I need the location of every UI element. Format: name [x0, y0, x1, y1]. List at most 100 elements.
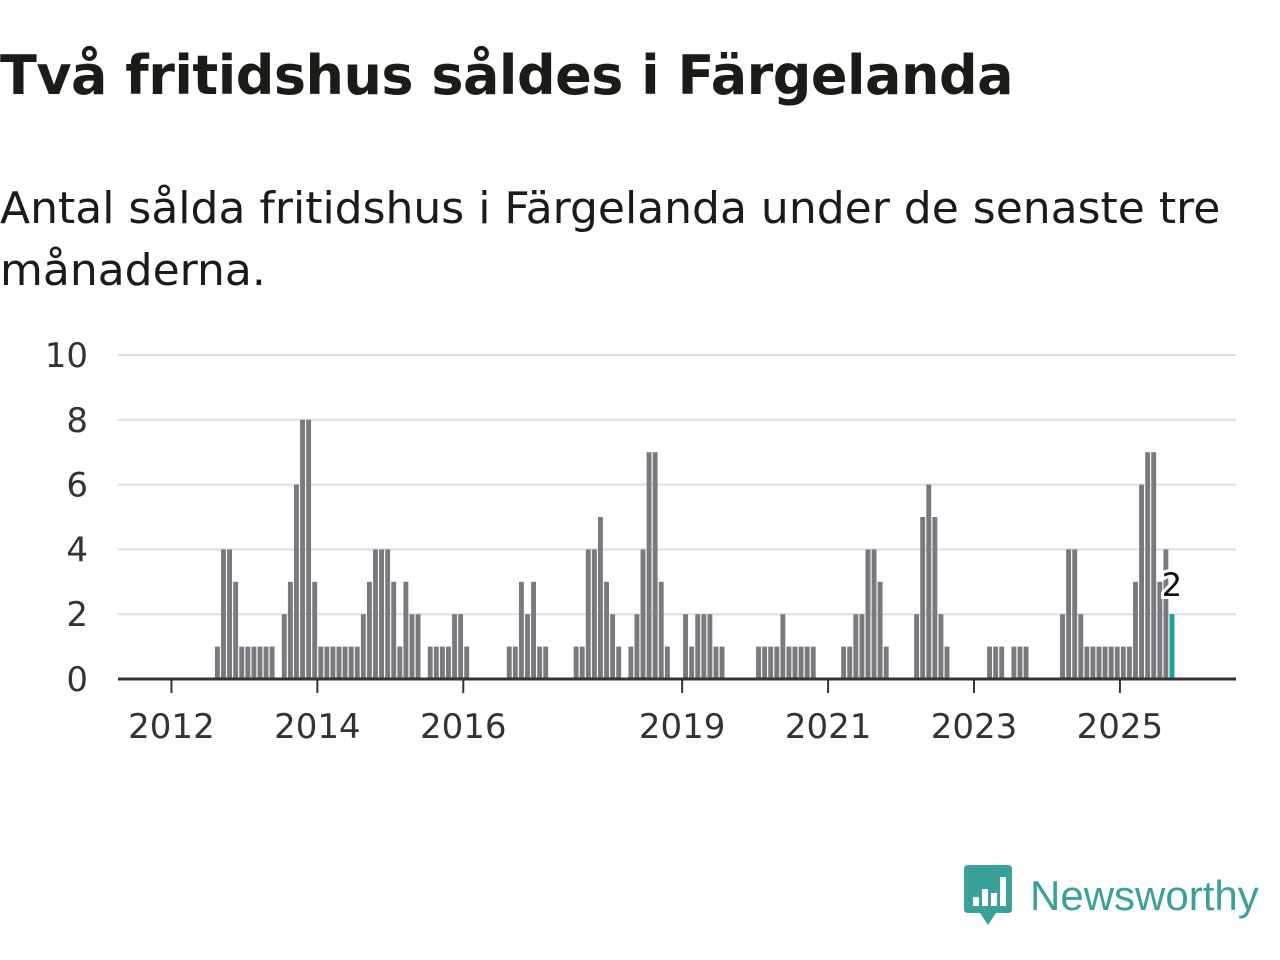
- bar: [616, 646, 622, 679]
- bar: [1072, 549, 1078, 679]
- bar: [312, 581, 318, 679]
- bar: [324, 646, 330, 679]
- bar: [634, 614, 640, 679]
- bar: [1145, 452, 1151, 679]
- bar: [573, 646, 579, 679]
- bar: [330, 646, 336, 679]
- bar: [512, 646, 518, 679]
- x-tick-label: 2023: [931, 707, 1018, 747]
- bar: [1096, 646, 1102, 679]
- y-tick-label: 2: [66, 595, 88, 635]
- bar: [281, 614, 287, 679]
- bar: [926, 484, 932, 679]
- bar: [245, 646, 251, 679]
- bar: [415, 614, 421, 679]
- y-tick-label: 6: [66, 466, 88, 506]
- bar: [433, 646, 439, 679]
- bar: [780, 614, 786, 679]
- bar: [1102, 646, 1108, 679]
- bar: [658, 581, 664, 679]
- chart-subtitle: Antal sålda fritidshus i Färgelanda unde…: [0, 183, 1221, 296]
- bar: [336, 646, 342, 679]
- bar: [537, 646, 543, 679]
- bar: [713, 646, 719, 679]
- bar: [439, 646, 445, 679]
- bar: [1157, 581, 1163, 679]
- bar: [427, 646, 433, 679]
- bar: [318, 646, 324, 679]
- bar: [227, 549, 233, 679]
- bar: [391, 581, 397, 679]
- bar: [1084, 646, 1090, 679]
- bar: [397, 646, 403, 679]
- bar: [1139, 484, 1145, 679]
- bar: [920, 517, 926, 679]
- bar: [373, 549, 378, 679]
- bar-highlight: [1169, 614, 1175, 679]
- bar: [1023, 646, 1029, 679]
- bar: [701, 614, 707, 679]
- bar: [409, 614, 415, 679]
- bar: [257, 646, 263, 679]
- bar: [1060, 614, 1065, 679]
- bar: [683, 614, 689, 679]
- bar: [591, 549, 597, 679]
- brand-name: Newsworthy: [1030, 872, 1259, 919]
- bar: [987, 646, 993, 679]
- bar: [689, 646, 695, 679]
- bar: [1120, 646, 1126, 679]
- bar: [269, 646, 275, 679]
- bar: [804, 646, 810, 679]
- bar: [531, 581, 537, 679]
- bar: [366, 581, 372, 679]
- bar: [1011, 646, 1017, 679]
- bar: [360, 614, 366, 679]
- bar: [379, 549, 385, 679]
- bar: [847, 646, 853, 679]
- bar: [610, 614, 616, 679]
- bar: [403, 581, 409, 679]
- bar: [263, 646, 269, 679]
- bar: [1126, 646, 1132, 679]
- bar: [1078, 614, 1084, 679]
- y-tick-label: 10: [45, 336, 88, 376]
- bar: [707, 614, 713, 679]
- bar: [598, 517, 603, 679]
- bar: [719, 646, 725, 679]
- bar: [306, 419, 312, 679]
- chart-title: Två fritidshus såldes i Färgelanda: [0, 44, 1014, 107]
- bar: [348, 646, 354, 679]
- bar: [239, 646, 245, 679]
- bar: [810, 646, 816, 679]
- bar: [1066, 549, 1072, 679]
- bar: [1151, 452, 1157, 679]
- bar: [543, 646, 549, 679]
- bar: [944, 646, 950, 679]
- bar: [300, 419, 305, 679]
- bar: [1090, 646, 1096, 679]
- annotation: 2: [1159, 563, 1185, 607]
- bar: [464, 646, 470, 679]
- y-tick-label: 8: [66, 401, 88, 441]
- bar: [1133, 581, 1138, 679]
- y-tick-label: 0: [66, 660, 88, 700]
- x-tick-label: 2016: [420, 707, 507, 747]
- bar: [342, 646, 348, 679]
- bar: [354, 646, 360, 679]
- newsworthy-logo: Newsworthy: [962, 864, 1259, 928]
- bar: [458, 614, 464, 679]
- bar: [883, 646, 889, 679]
- bar: [585, 549, 591, 679]
- bar: [865, 549, 871, 679]
- bar: [993, 646, 999, 679]
- bar: [251, 646, 257, 679]
- bar: [506, 646, 512, 679]
- bar: [287, 581, 293, 679]
- x-tick-label: 2014: [274, 707, 361, 747]
- last-value-label: 2: [1162, 566, 1182, 604]
- bar: [932, 517, 938, 679]
- bar-chart: 0 2 4 6 8 10 2012 2014 2016 2019 2021 2023 2025 2: [45, 336, 1236, 747]
- bar: [385, 549, 391, 679]
- newsworthy-logo-icon: [964, 865, 1012, 925]
- bar: [1108, 646, 1114, 679]
